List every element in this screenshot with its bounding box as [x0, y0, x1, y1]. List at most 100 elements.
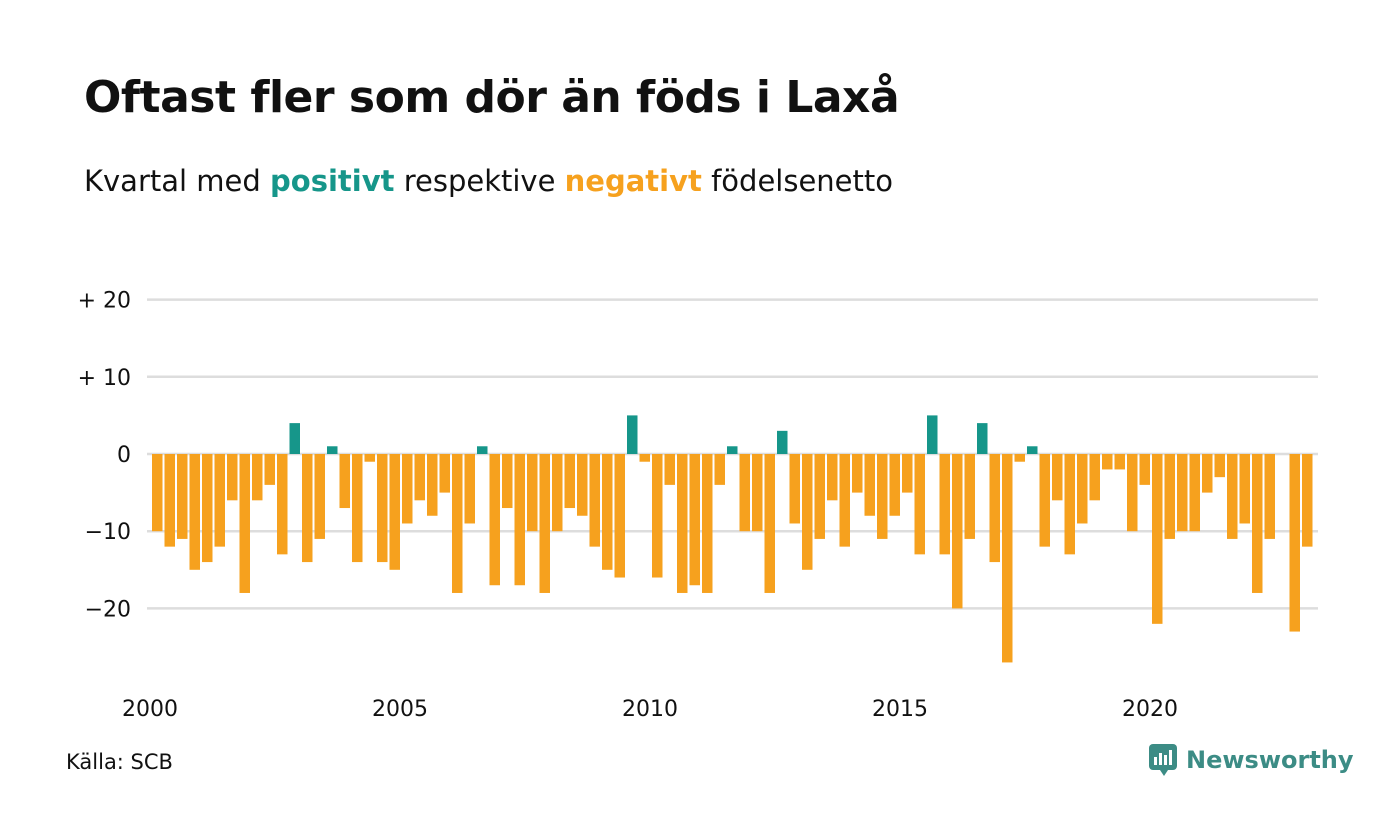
x-tick-label: 2020	[1122, 697, 1178, 722]
bar	[277, 454, 288, 555]
bar	[527, 454, 538, 532]
y-tick-label: + 10	[78, 366, 131, 391]
bar	[464, 454, 475, 524]
bar	[902, 454, 913, 493]
bar	[914, 454, 925, 555]
chart-subtitle: Kvartal med positivt respektive negativt…	[84, 164, 893, 198]
bar	[1039, 454, 1050, 547]
bar	[1214, 454, 1225, 478]
bar	[1064, 454, 1075, 555]
brand-name: Newsworthy	[1186, 746, 1354, 774]
subtitle-suffix: födelsenetto	[711, 164, 893, 198]
bar	[802, 454, 813, 570]
y-tick-label: −20	[85, 597, 131, 622]
bar	[239, 454, 250, 593]
bar	[177, 454, 188, 539]
bar	[214, 454, 225, 547]
bar	[752, 454, 763, 532]
bar	[327, 446, 338, 454]
bar	[164, 454, 175, 547]
bar	[227, 454, 238, 501]
bar	[964, 454, 975, 539]
bar	[1264, 454, 1275, 539]
bar	[252, 454, 263, 501]
bar	[502, 454, 513, 509]
bar	[1114, 454, 1125, 470]
bar	[739, 454, 750, 532]
bar	[1052, 454, 1063, 501]
bar	[952, 454, 963, 609]
bar	[1289, 454, 1300, 632]
newsworthy-logo-icon	[1149, 744, 1177, 776]
bar	[477, 446, 488, 454]
bar	[1252, 454, 1263, 593]
bar	[702, 454, 713, 593]
bar	[439, 454, 450, 493]
bar	[289, 423, 300, 454]
bar	[627, 415, 638, 454]
bar	[1139, 454, 1150, 485]
brand-logo: Newsworthy	[1148, 743, 1354, 777]
subtitle-prefix: Kvartal med	[84, 164, 261, 198]
bar	[402, 454, 413, 524]
bar	[152, 454, 163, 532]
x-tick-label: 2000	[122, 697, 178, 722]
bar	[764, 454, 775, 593]
bar	[1152, 454, 1163, 624]
bar	[377, 454, 388, 563]
subtitle-negative-word: negativt	[564, 164, 702, 198]
bar	[714, 454, 725, 485]
bar	[689, 454, 700, 586]
chart-title: Oftast fler som dör än föds i Laxå	[84, 72, 900, 123]
bar	[639, 454, 650, 462]
bar	[1302, 454, 1313, 547]
subtitle-middle: respektive	[403, 164, 556, 198]
bar	[1239, 454, 1250, 524]
bar	[977, 423, 988, 454]
bar	[1202, 454, 1213, 493]
source-note: Källa: SCB	[66, 750, 173, 774]
bar	[202, 454, 213, 563]
bar	[452, 454, 463, 593]
bar	[514, 454, 525, 586]
bar	[1164, 454, 1175, 539]
bar	[1014, 454, 1025, 462]
bar	[552, 454, 563, 532]
bar	[827, 454, 838, 501]
x-tick-label: 2005	[372, 697, 428, 722]
bar	[1002, 454, 1013, 663]
x-axis-ticks: 2000 2005 2010 2015 2020	[122, 697, 1178, 722]
y-tick-label: 0	[117, 443, 131, 468]
bar	[889, 454, 900, 516]
bar	[427, 454, 438, 516]
bar	[1102, 454, 1113, 470]
bar	[1027, 446, 1038, 454]
bar	[539, 454, 550, 593]
bar	[577, 454, 588, 516]
bar	[864, 454, 875, 516]
bar	[664, 454, 675, 485]
bar	[339, 454, 350, 509]
bar	[727, 446, 738, 454]
bar	[677, 454, 688, 593]
x-tick-label: 2015	[872, 697, 928, 722]
bar	[789, 454, 800, 524]
bar	[414, 454, 425, 501]
bar	[939, 454, 950, 555]
bar	[489, 454, 500, 586]
bar	[389, 454, 400, 570]
bar	[602, 454, 613, 570]
bar	[264, 454, 275, 485]
bar	[189, 454, 200, 570]
bar	[314, 454, 325, 539]
bar	[989, 454, 1000, 563]
bar	[777, 430, 788, 454]
y-axis-ticks: + 20 + 10 0 −10 −20	[78, 289, 131, 623]
y-tick-label: −10	[85, 520, 131, 545]
bar	[877, 454, 888, 539]
bar	[1189, 454, 1200, 532]
bar	[927, 415, 938, 454]
bar	[364, 454, 375, 462]
bar	[839, 454, 850, 547]
